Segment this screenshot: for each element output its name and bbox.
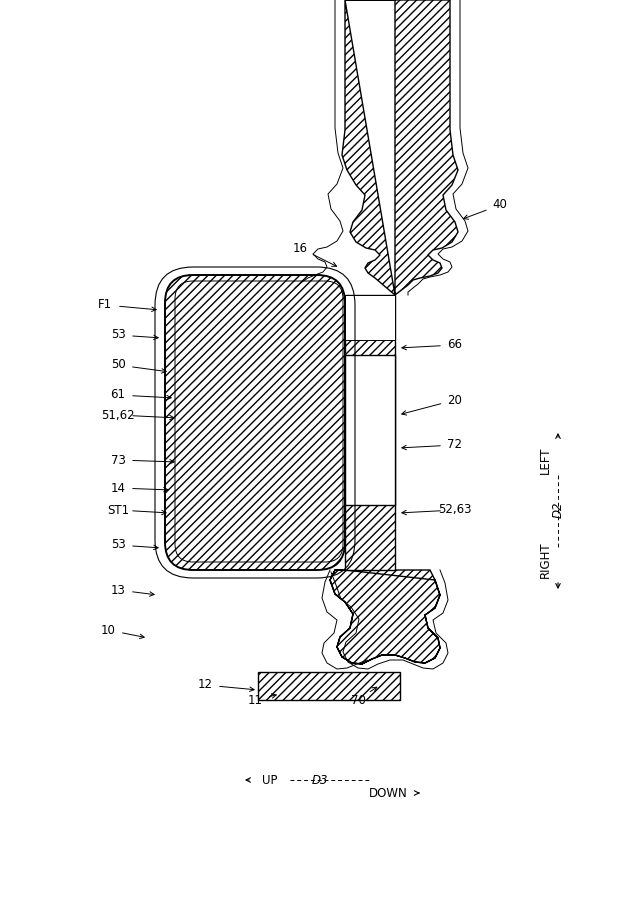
Text: D3: D3 [312, 774, 328, 787]
Text: 11: 11 [248, 694, 262, 706]
Text: 16: 16 [292, 241, 307, 254]
Text: 72: 72 [447, 438, 463, 451]
Text: 52,63: 52,63 [439, 504, 471, 517]
Text: 40: 40 [493, 199, 508, 212]
Text: UP: UP [262, 774, 278, 787]
Text: 51,62: 51,62 [101, 409, 135, 422]
Text: 70: 70 [351, 694, 366, 706]
Text: 50: 50 [111, 358, 126, 371]
Bar [345, 355, 395, 505]
FancyBboxPatch shape [165, 275, 345, 570]
Polygon shape [330, 570, 440, 664]
Polygon shape [342, 0, 458, 295]
Text: D2: D2 [552, 502, 565, 519]
Text: F1: F1 [98, 298, 112, 311]
Text: RIGHT: RIGHT [539, 542, 552, 578]
Text: 14: 14 [111, 482, 126, 495]
Text: 66: 66 [447, 339, 463, 352]
Text: 20: 20 [448, 393, 462, 406]
Text: 10: 10 [101, 624, 116, 636]
Text: LEFT: LEFT [539, 447, 552, 473]
Text: 12: 12 [198, 679, 213, 692]
Text: 13: 13 [111, 584, 126, 597]
Text: DOWN: DOWN [369, 787, 407, 799]
Text: ST1: ST1 [107, 504, 129, 517]
Bar [345, 295, 395, 340]
Text: 53: 53 [111, 329, 126, 342]
Text: 61: 61 [111, 389, 126, 402]
Text: 53: 53 [111, 539, 126, 552]
Bar [345, 295, 395, 570]
Text: 73: 73 [111, 453, 126, 467]
Bar [258, 672, 400, 700]
